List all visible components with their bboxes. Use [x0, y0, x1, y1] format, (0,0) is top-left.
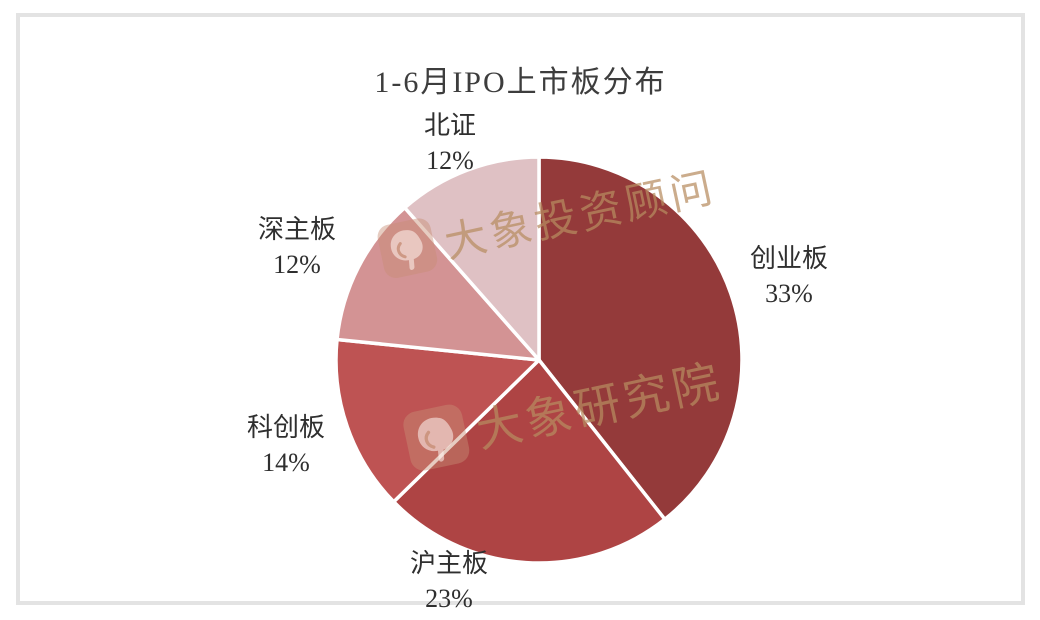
slice-pct: 14% — [262, 448, 310, 477]
slice-name: 科创板 — [246, 413, 326, 442]
chart-title: 1-6月IPO上市板分布 — [374, 66, 667, 99]
pie-chart — [334, 155, 744, 565]
pie-slice-4 — [403, 155, 541, 362]
chart-panel: 1-6月IPO上市板分布 大象投资顾问 大象研究院 创业板 33% 沪主板 23… — [16, 13, 1025, 613]
slice-name: 深主板 — [257, 215, 337, 244]
slice-pct: 23% — [425, 584, 473, 613]
slice-pct: 12% — [273, 250, 321, 279]
slice-name: 创业板 — [749, 244, 829, 273]
slice-label-shenzhuban: 深主板 12% — [258, 212, 336, 282]
slice-pct: 33% — [765, 279, 813, 308]
pie-slice-1 — [391, 358, 667, 565]
slice-label-kechuangban: 科创板 14% — [247, 410, 325, 480]
pie-slice-0 — [537, 155, 744, 522]
pie-chart-area — [334, 155, 744, 565]
slice-pct: 12% — [426, 146, 474, 175]
slice-label-chuangyeban: 创业板 33% — [750, 241, 828, 311]
slice-name: 沪主板 — [409, 549, 489, 578]
slice-label-beizheng: 北证 12% — [424, 108, 476, 178]
pie-slice-3 — [335, 205, 541, 362]
slice-label-huzhuban: 沪主板 23% — [410, 546, 488, 616]
slice-name: 北证 — [423, 111, 477, 140]
